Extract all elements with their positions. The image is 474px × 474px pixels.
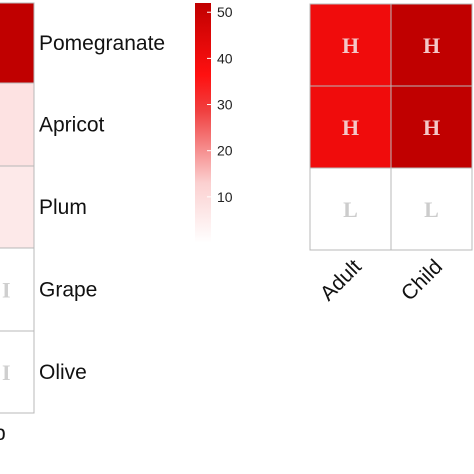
cell-letter: H: [423, 115, 440, 140]
heatmap-cell-plum: [0, 165, 35, 249]
heatmap-cell-apricot: [0, 82, 35, 167]
cell-letter: H: [342, 33, 359, 58]
cell-letter: I: [2, 278, 11, 303]
heatmap-cell: [309, 3, 392, 87]
heatmap-cell: [390, 167, 473, 251]
cell-letter: H: [423, 33, 440, 58]
row-label-apricot: Apricot: [39, 114, 105, 137]
cell-letter: L: [343, 197, 358, 222]
row-label-pomegranate: Pomegranate: [39, 32, 165, 55]
colorbar-gradient: [195, 3, 211, 243]
row-label-plum: Plum: [39, 196, 87, 219]
colorbar-tick-label: 10: [217, 189, 233, 205]
column-label-child: Child: [397, 255, 447, 305]
row-label-olive: Olive: [39, 361, 87, 384]
colorbar-tick-label: 30: [217, 97, 233, 113]
heatmap-cell: [309, 85, 392, 169]
right-heatmap: H H H H L L: [309, 3, 473, 251]
cell-letter: H: [342, 115, 359, 140]
cell-letter: L: [424, 197, 439, 222]
heatmap-cell: [390, 3, 473, 87]
column-label-adult: Adult: [316, 255, 366, 305]
colorbar-tick-label: 20: [217, 143, 233, 159]
heatmap-cell-grape: [0, 247, 35, 332]
heatmap-cell-pomegranate: [0, 2, 35, 84]
left-heatmap: II: [0, 2, 35, 414]
right-column-labels: Adult Child: [316, 255, 447, 305]
heatmap-cell-olive: [0, 330, 35, 414]
left-row-labels: Pomegranate Apricot Plum Grape Olive: [39, 32, 165, 384]
colorbar-ticks: 50 40 30 20 10: [207, 4, 233, 205]
cell-letter: I: [2, 360, 11, 385]
row-label-grape: Grape: [39, 279, 97, 302]
colorbar-tick-label: 50: [217, 4, 233, 20]
partial-axis-label: p: [0, 422, 6, 445]
colorbar: 50 40 30 20 10: [195, 3, 233, 243]
colorbar-tick-label: 40: [217, 50, 233, 66]
heatmap-cell: [390, 85, 473, 169]
